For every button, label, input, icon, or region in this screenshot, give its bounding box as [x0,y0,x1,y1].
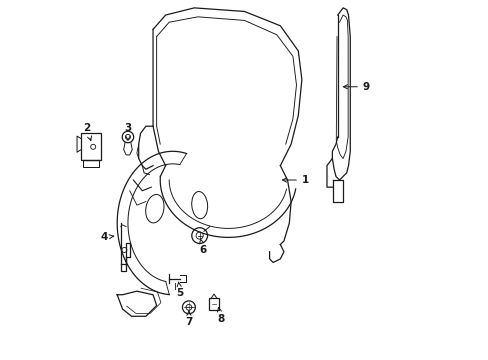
Text: 4: 4 [101,232,114,242]
Text: 1: 1 [282,175,308,185]
Text: 3: 3 [124,123,131,140]
Text: 2: 2 [83,123,91,140]
Bar [81,134,101,160]
Text: 7: 7 [185,311,192,327]
Text: 8: 8 [217,307,224,324]
Text: 9: 9 [343,82,369,92]
Bar [208,298,219,310]
Text: 6: 6 [199,239,206,255]
Text: 5: 5 [176,282,183,298]
